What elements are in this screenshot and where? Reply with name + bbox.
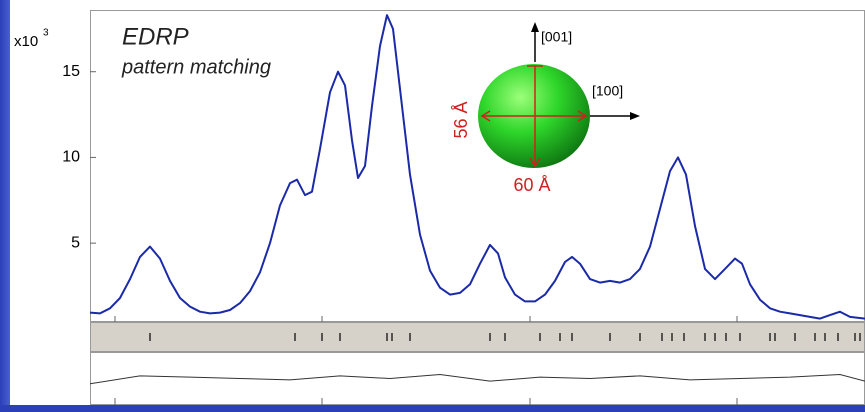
reflection-band — [90, 322, 865, 352]
y-tick-label: 15 — [62, 63, 80, 80]
arrow-head — [577, 110, 588, 122]
arrow-head — [529, 157, 541, 168]
y-multiplier: x10 — [14, 33, 38, 50]
crystal-shape: [001] [100] 56 Å 60 Å — [451, 22, 640, 195]
plot-layer: 5 10 15 — [62, 14, 865, 405]
direction-label: [100] — [592, 83, 623, 99]
arrow-head — [480, 110, 491, 122]
direction-label: [001] — [541, 29, 572, 45]
chart-title: EDRP — [122, 23, 189, 50]
arrow-head — [630, 112, 640, 120]
height-label: 56 Å — [451, 101, 471, 138]
y-tick-label: 5 — [71, 234, 80, 251]
y-multiplier-exponent: 3 — [43, 28, 49, 39]
arrow-head — [531, 22, 539, 32]
chart-subtitle: pattern matching — [121, 56, 271, 78]
bottom-band — [0, 405, 865, 412]
series-line — [89, 14, 865, 320]
difference-line — [89, 374, 865, 385]
side-band — [0, 0, 10, 412]
y-tick-label: 10 — [62, 149, 80, 166]
width-label: 60 Å — [513, 175, 550, 195]
